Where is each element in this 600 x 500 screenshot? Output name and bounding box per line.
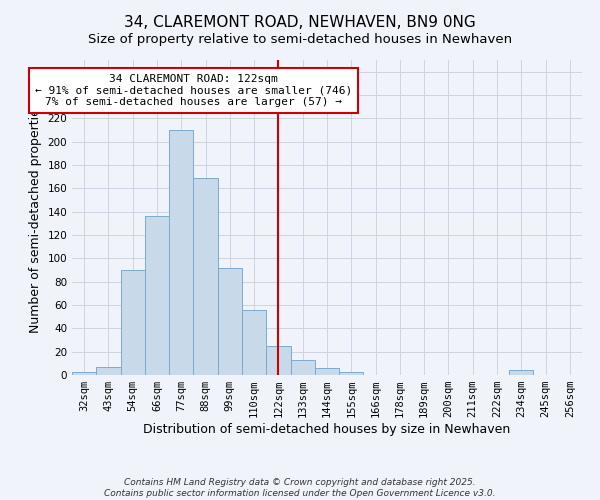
Bar	[218, 268, 242, 375]
Text: 34, CLAREMONT ROAD, NEWHAVEN, BN9 0NG: 34, CLAREMONT ROAD, NEWHAVEN, BN9 0NG	[124, 15, 476, 30]
Bar	[72, 372, 96, 375]
Text: Size of property relative to semi-detached houses in Newhaven: Size of property relative to semi-detach…	[88, 32, 512, 46]
Bar	[315, 368, 339, 375]
Bar	[242, 310, 266, 375]
Bar	[193, 178, 218, 375]
Bar	[145, 216, 169, 375]
X-axis label: Distribution of semi-detached houses by size in Newhaven: Distribution of semi-detached houses by …	[143, 423, 511, 436]
Bar	[339, 372, 364, 375]
Bar	[290, 360, 315, 375]
Bar	[266, 346, 290, 375]
Bar	[96, 367, 121, 375]
Bar	[121, 270, 145, 375]
Y-axis label: Number of semi-detached properties: Number of semi-detached properties	[29, 102, 42, 333]
Text: 34 CLAREMONT ROAD: 122sqm
← 91% of semi-detached houses are smaller (746)
7% of : 34 CLAREMONT ROAD: 122sqm ← 91% of semi-…	[35, 74, 352, 107]
Text: Contains HM Land Registry data © Crown copyright and database right 2025.
Contai: Contains HM Land Registry data © Crown c…	[104, 478, 496, 498]
Bar	[509, 370, 533, 375]
Bar	[169, 130, 193, 375]
